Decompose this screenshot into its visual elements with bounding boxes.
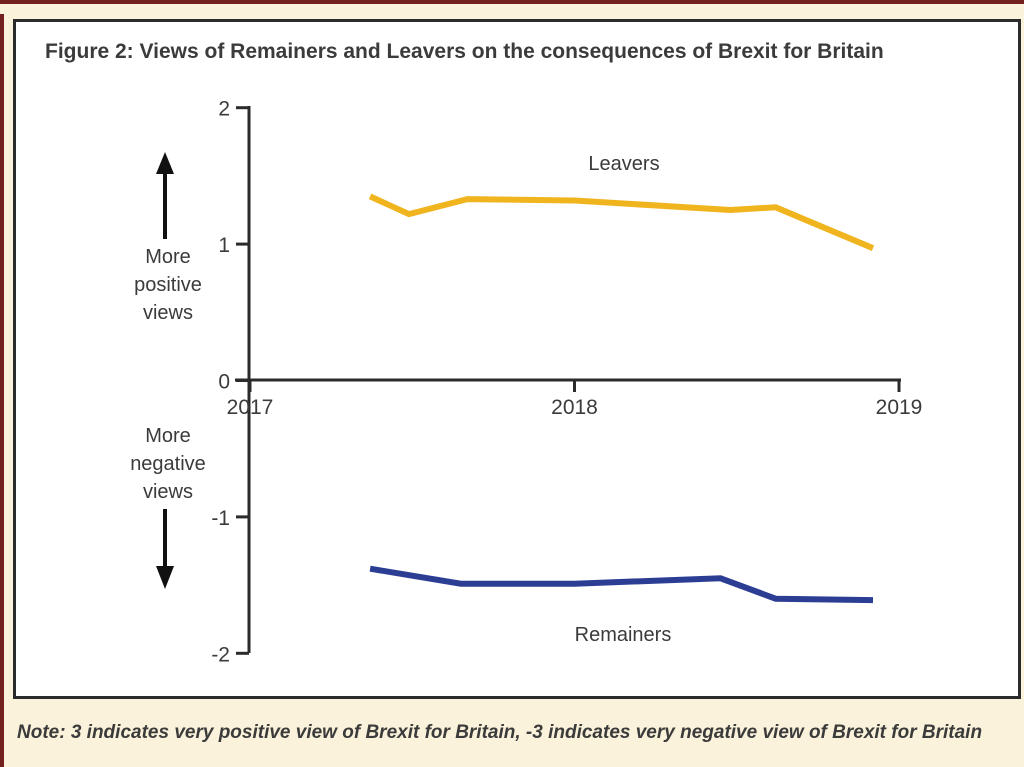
y-tick-label: 1 xyxy=(218,234,230,257)
leavers-line xyxy=(368,193,875,251)
y-tick-label: 2 xyxy=(218,98,230,121)
up-arrow-icon xyxy=(156,152,174,239)
more-negative-views-label: More negative views xyxy=(130,425,206,503)
y-tick-label: -2 xyxy=(211,643,230,666)
remainers-line xyxy=(369,565,874,604)
y-tick-label: -1 xyxy=(211,507,230,530)
x-tick-label: 2019 xyxy=(876,396,923,419)
down-arrow-icon xyxy=(156,509,174,589)
x-tick-label: 2017 xyxy=(227,396,274,419)
remainers-series-label: Remainers xyxy=(575,624,672,646)
page-top-edge-accent xyxy=(0,0,1024,4)
figure-title: Figure 2: Views of Remainers and Leavers… xyxy=(45,40,884,63)
more-positive-views-label: More positive views xyxy=(134,246,202,324)
leavers-series-label: Leavers xyxy=(588,153,659,175)
page-left-edge-accent xyxy=(0,14,4,767)
figure-note: Note: 3 indicates very positive view of … xyxy=(17,722,983,743)
x-axis-ticks: 2017 2018 2019 xyxy=(227,380,923,419)
x-tick-label: 2018 xyxy=(551,396,598,419)
y-tick-label: 0 xyxy=(218,371,230,394)
y-axis-ticks: 2 1 0 -1 -2 xyxy=(211,98,249,666)
